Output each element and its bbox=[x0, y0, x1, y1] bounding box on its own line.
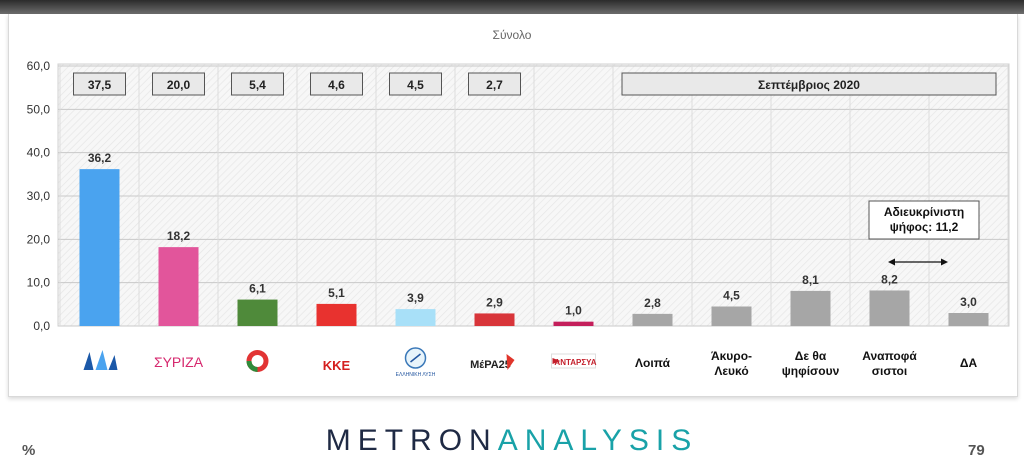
previous-value-label: 4,5 bbox=[407, 78, 424, 92]
bar bbox=[711, 306, 752, 326]
data-label: 3,9 bbox=[407, 291, 424, 305]
syriza-logo-icon: ΣΥΡΙΖΑ bbox=[154, 354, 204, 370]
unit-label: % bbox=[22, 442, 36, 459]
y-tick-label: 10,0 bbox=[27, 276, 51, 290]
y-tick-label: 20,0 bbox=[27, 232, 51, 246]
grid-lines bbox=[58, 64, 1009, 327]
data-label: 2,8 bbox=[644, 296, 661, 310]
period-label: Σεπτέμβριος 2020 bbox=[758, 78, 860, 92]
bar bbox=[553, 321, 594, 326]
x-axis-labels: Λοιπά Άκυρο-Λευκό Δε θα ψηφίσουν Αναποφά σιστ… bbox=[635, 349, 977, 378]
bar-chart: 0,0 10,0 20,0 30,0 40,0 50,0 60,0 37,5 20,0 5,4 4… bbox=[27, 59, 1010, 378]
svg-text:ΣΥΡΙΖΑ: ΣΥΡΙΖΑ bbox=[154, 354, 204, 370]
data-label: 8,2 bbox=[881, 272, 898, 286]
y-tick-label: 40,0 bbox=[27, 146, 51, 160]
previous-value-box bbox=[389, 72, 442, 96]
previous-value-label: 37,5 bbox=[88, 78, 112, 92]
y-tick-label: 50,0 bbox=[27, 102, 51, 116]
brand-part2: ANALYSIS bbox=[497, 424, 699, 457]
antarsya-logo-icon: ΑΝΤΑΡΣΥΑ bbox=[551, 353, 597, 369]
y-tick-label: 30,0 bbox=[27, 189, 51, 203]
brand-part1: METRON bbox=[325, 424, 498, 457]
previous-value-box bbox=[310, 72, 363, 96]
bar bbox=[395, 309, 436, 326]
x-tick-label: ΔΑ bbox=[960, 356, 978, 370]
previous-value-box bbox=[468, 72, 521, 96]
bar bbox=[869, 290, 910, 326]
x-tick-label: Άκυρο-Λευκό bbox=[711, 349, 752, 378]
svg-text:ΜέΡΑ25: ΜέΡΑ25 bbox=[470, 359, 511, 371]
y-tick-label: 0,0 bbox=[33, 319, 50, 333]
chart-title: Σύνολο bbox=[492, 28, 532, 42]
elliniki-lysi-logo-icon: ΕΛΛΗΝΙΚΗ ΛΥΣΗ bbox=[396, 347, 436, 378]
metron-analysis-logo: METRONANALYSIS bbox=[0, 424, 1024, 458]
bar bbox=[158, 247, 199, 326]
x-tick-label: Λοιπά bbox=[635, 356, 671, 370]
svg-text:ΑΝΤΑΡΣΥΑ: ΑΝΤΑΡΣΥΑ bbox=[554, 358, 596, 367]
value-labels: 36,2 18,2 6,1 5,1 3,9 2,9 1,0 2,8 4,5 8,1 8,2 3,0 bbox=[88, 151, 977, 318]
top-bar bbox=[0, 0, 1024, 14]
y-axis-ticks: 0,0 10,0 20,0 30,0 40,0 50,0 60,0 bbox=[27, 59, 51, 333]
bar bbox=[474, 313, 515, 326]
previous-value-box bbox=[231, 72, 284, 96]
bar bbox=[79, 169, 120, 326]
data-label: 5,1 bbox=[328, 286, 345, 300]
x-tick-label: Δε θα ψηφίσουν bbox=[782, 349, 840, 378]
previous-value-label: 2,7 bbox=[486, 78, 503, 92]
annotation-text: Αδιευκρίνιστη ψήφος: 11,2 bbox=[884, 205, 964, 234]
bar bbox=[237, 299, 278, 326]
previous-values: 37,5 20,0 5,4 4,6 4,5 2,7 Σεπτέμβριος 2020 bbox=[73, 72, 997, 96]
bar bbox=[948, 313, 989, 326]
page-number: 79 bbox=[968, 442, 985, 459]
previous-value-label: 20,0 bbox=[167, 78, 191, 92]
svg-text:ΚΚΕ: ΚΚΕ bbox=[323, 358, 351, 373]
mera25-logo-icon: ΜέΡΑ25 bbox=[470, 354, 515, 371]
data-label: 6,1 bbox=[249, 282, 266, 296]
kinal-logo-icon bbox=[246, 350, 269, 372]
data-label: 3,0 bbox=[960, 295, 977, 309]
bar bbox=[790, 290, 831, 326]
annotation: Αδιευκρίνιστη ψήφος: 11,2 bbox=[868, 200, 980, 266]
y-tick-label: 60,0 bbox=[27, 59, 51, 73]
nd-logo-icon bbox=[83, 350, 118, 370]
previous-value-box bbox=[73, 72, 126, 96]
arrow-head-right bbox=[941, 258, 948, 266]
party-logos: ΣΥΡΙΖΑ ΚΚΕ ΕΛΛΗΝΙΚΗ ΛΥΣΗ ΜέΡΑ25 ΑΝΤΑΡΣΥΑ bbox=[83, 347, 597, 378]
svg-text:ΕΛΛΗΝΙΚΗ ΛΥΣΗ: ΕΛΛΗΝΙΚΗ ΛΥΣΗ bbox=[396, 372, 436, 378]
data-label: 1,0 bbox=[565, 304, 582, 318]
data-label: 4,5 bbox=[723, 289, 740, 303]
previous-value-box bbox=[152, 72, 205, 96]
bars bbox=[79, 169, 989, 326]
previous-value-label: 5,4 bbox=[249, 78, 266, 92]
period-box bbox=[621, 72, 997, 96]
data-label: 8,1 bbox=[802, 273, 819, 287]
previous-value-label: 4,6 bbox=[328, 78, 345, 92]
data-label: 36,2 bbox=[88, 151, 112, 165]
data-label: 2,9 bbox=[486, 295, 503, 309]
kke-logo-icon: ΚΚΕ bbox=[322, 353, 351, 373]
annotation-box bbox=[868, 200, 980, 240]
arrow-head-left bbox=[888, 258, 895, 266]
bar bbox=[316, 303, 357, 326]
data-label: 18,2 bbox=[167, 229, 191, 243]
x-tick-label: Αναποφά σιστοι bbox=[862, 349, 917, 378]
bar bbox=[632, 313, 673, 326]
